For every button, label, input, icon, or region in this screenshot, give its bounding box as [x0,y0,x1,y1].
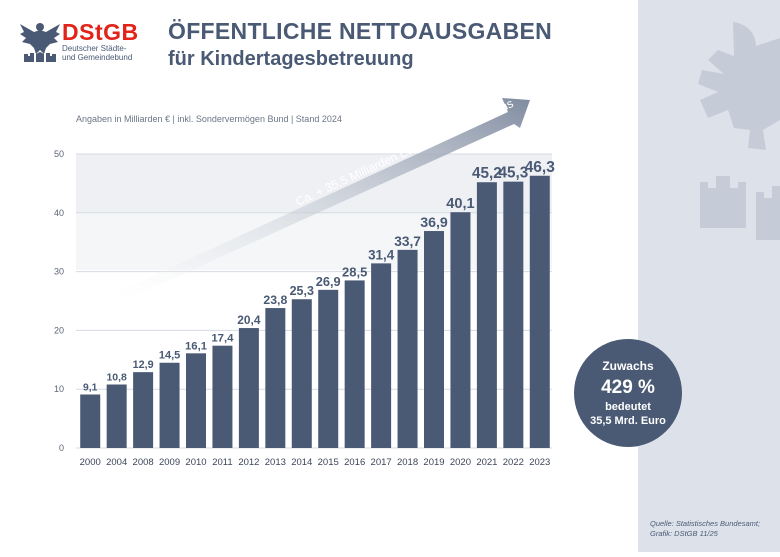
data-label: 33,7 [394,234,421,249]
data-label: 16,1 [185,340,207,352]
plot-band [76,212,552,270]
data-label: 9,1 [83,382,98,393]
grid [76,153,552,449]
bars [80,175,550,449]
sidebar-panel [638,0,780,552]
x-tick-label: 2010 [185,457,206,468]
x-tick-label: 2014 [291,457,312,468]
bar [529,175,550,449]
bar [476,182,497,448]
y-tick-label: 30 [54,267,64,277]
x-tick-label: 2017 [371,457,392,468]
y-axis-ticks: 0 10 20 30 40 50 [54,149,64,453]
data-label: 25,3 [290,284,314,298]
x-axis-ticks: 2000 2004 2008 2009 2010 2011 2012 2013 2014 2015… [80,457,551,468]
bar [344,280,365,448]
page-title: ÖFFENTLICHE NETTOAUSGABEN [168,18,553,44]
growth-arrow-shape [118,98,530,298]
data-label: 46,3 [525,159,556,176]
y-tick-label: 40 [54,208,64,218]
x-tick-label: 2023 [529,457,550,468]
badge-line-4: 35,5 Mrd. Euro [590,415,666,427]
badge-line-2: 429 % [601,377,655,398]
source-note: Quelle: Statistisches Bundesamt; Grafik:… [650,519,760,539]
bar [318,289,339,448]
x-tick-label: 2004 [106,457,127,468]
x-tick-label: 2011 [212,457,232,468]
data-label: 28,5 [342,264,367,279]
bar [424,231,444,448]
bar [212,345,233,448]
data-label: 40,1 [446,196,474,212]
x-tick-label: 2000 [80,457,101,468]
bar [106,384,127,448]
x-tick-label: 2020 [450,457,471,468]
badge-line-1: Zuwachs [602,359,654,373]
data-label: 45,2 [472,165,502,182]
x-tick-label: 2015 [318,457,339,468]
eagle-logo-icon [20,23,60,62]
bar [186,353,206,448]
x-tick-label: 2009 [159,457,180,468]
data-label: 20,4 [237,313,261,327]
bar [371,263,392,448]
y-tick-label: 50 [54,149,64,159]
data-label: 14,5 [159,350,180,362]
x-tick-label: 2021 [476,457,497,468]
eagle-watermark-icon [698,22,780,240]
x-tick-label: 2019 [423,457,444,468]
x-tick-label: 2016 [344,457,365,468]
brand-name: DStGB [62,19,139,45]
x-tick-label: 2012 [238,457,259,468]
badge-line-3: bedeutet [605,401,651,413]
bar [238,328,259,448]
brand-block: DStGB Deutscher Städte- und Gemeindebund [62,20,142,62]
data-label: 10,8 [106,371,127,383]
chart-note: Angaben in Milliarden € | inkl. Sonderve… [76,114,342,124]
page-subtitle: für Kindertagesbetreuung [168,48,414,70]
y-tick-label: 20 [54,325,64,335]
bar [133,372,154,448]
data-label: 36,9 [420,215,448,231]
value-labels: 9,1 10,8 12,9 14,5 16,1 17,420,423,825,326,92… [83,159,555,394]
bar [80,394,101,448]
data-label: 26,9 [316,274,341,289]
bar [291,299,312,448]
bar [159,362,180,448]
source-line-2: Grafik: DStGB 11/25 [650,529,718,538]
brand-subtitle: Deutscher Städte- und Gemeindebund [62,44,133,62]
data-label: 12,9 [133,359,154,371]
y-tick-label: 10 [54,384,64,394]
x-tick-label: 2013 [265,457,286,468]
y-tick-label: 0 [59,443,64,453]
x-tick-label: 2008 [133,457,154,468]
data-label: 31,4 [368,247,395,262]
x-tick-label: 2018 [397,457,418,468]
data-label: 17,4 [211,333,234,345]
growth-badge: Zuwachs 429 % bedeutet 35,5 Mrd. Euro [574,339,682,447]
data-label: 45,3 [498,165,528,182]
bar [450,212,471,448]
bar [503,181,524,449]
logo [20,18,140,68]
bar [265,308,286,448]
source-line-1: Quelle: Statistisches Bundesamt; [650,519,761,528]
bar [397,249,418,448]
data-label: 23,8 [263,293,287,307]
x-tick-label: 2022 [503,457,524,468]
